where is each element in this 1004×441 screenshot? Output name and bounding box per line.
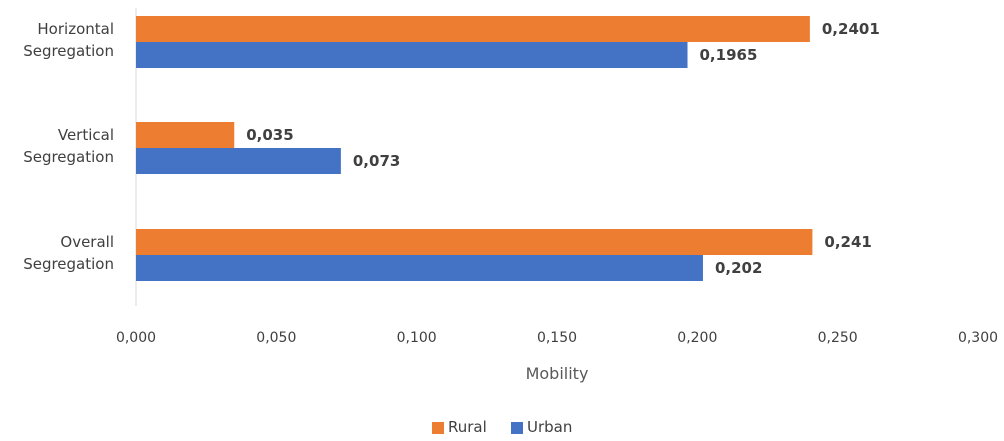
x-tick-label-2: 0,050 <box>256 330 296 346</box>
data-label-rural-3: 0,241 <box>824 233 871 251</box>
x-tick-label-4: 0,150 <box>537 330 577 346</box>
bar-urban-3 <box>136 255 703 281</box>
category-label-3-line-2: Segregation <box>23 255 114 273</box>
x-tick-label-7: 0,300 <box>958 330 998 346</box>
legend-swatch-urban <box>511 422 523 434</box>
bar-rural-3 <box>136 229 813 255</box>
bar-rural-2 <box>136 122 235 148</box>
category-label-2-line-2: Segregation <box>23 148 114 166</box>
category-label-1-line-2: Segregation <box>23 42 114 60</box>
bar-rural-1 <box>136 16 810 42</box>
data-label-urban-1: 0,1965 <box>700 46 758 64</box>
x-tick-label-5: 0,200 <box>677 330 717 346</box>
x-tick-label-3: 0,100 <box>397 330 437 346</box>
category-label-3-line-1: Overall <box>60 233 114 251</box>
data-label-rural-2: 0,035 <box>246 126 293 144</box>
legend-label-urban: Urban <box>527 418 572 436</box>
x-axis-title: Mobility <box>526 364 589 383</box>
data-label-rural-1: 0,2401 <box>822 20 880 38</box>
data-label-urban-2: 0,073 <box>353 152 400 170</box>
data-label-urban-3: 0,202 <box>715 259 762 277</box>
bar-urban-2 <box>136 148 341 174</box>
bar-urban-1 <box>136 42 688 68</box>
category-label-2-line-1: Vertical <box>58 126 114 144</box>
x-tick-label-6: 0,250 <box>818 330 858 346</box>
category-label-1-line-1: Horizontal <box>37 20 114 38</box>
legend-swatch-rural <box>432 422 444 434</box>
x-tick-label-1: 0,000 <box>116 330 156 346</box>
legend-label-rural: Rural <box>448 418 487 436</box>
